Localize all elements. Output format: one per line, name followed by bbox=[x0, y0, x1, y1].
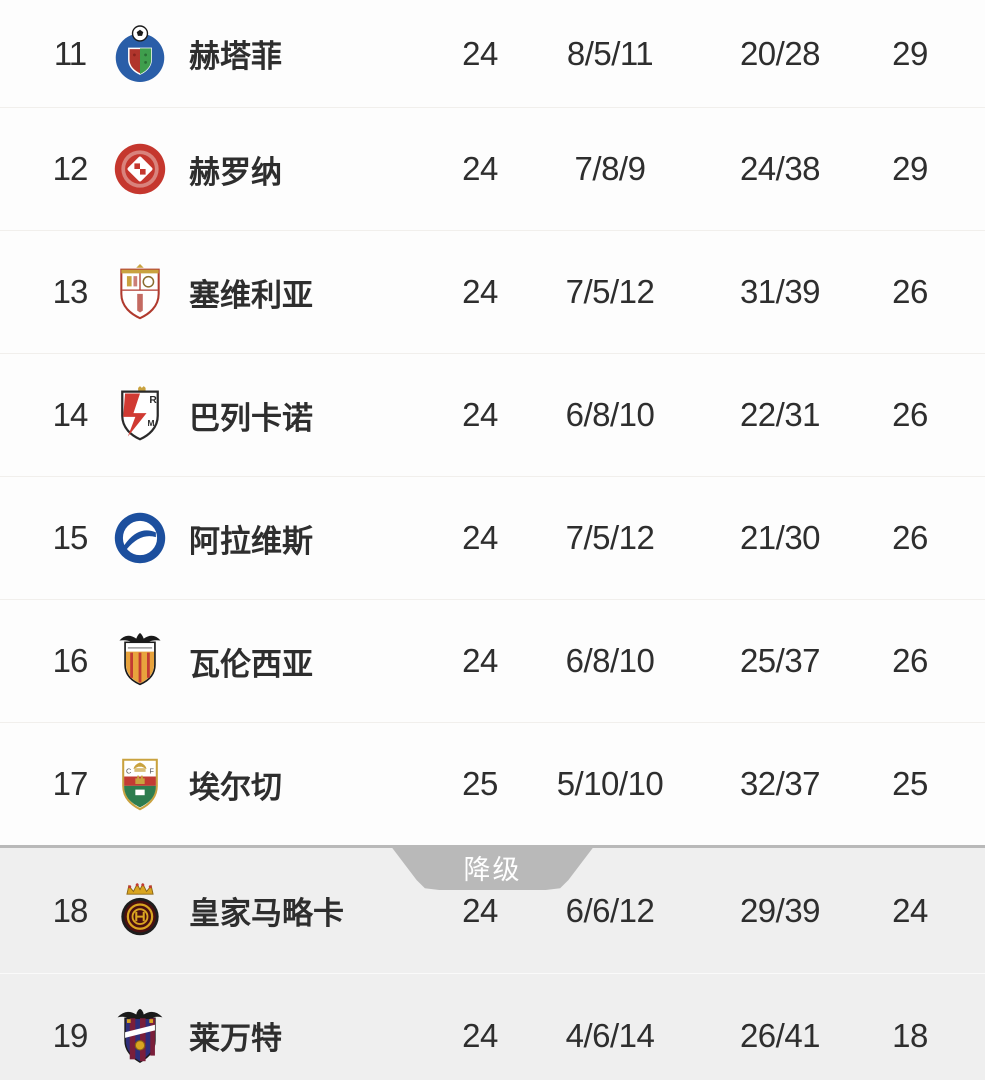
valencia-crest bbox=[112, 631, 168, 691]
position-cell: 11 bbox=[53, 34, 87, 72]
goals-cell: 32/37 bbox=[739, 765, 821, 802]
team-name: 赫罗纳 bbox=[189, 154, 282, 190]
played-cell: 24 bbox=[462, 34, 498, 72]
team-crest-cell bbox=[95, 1006, 185, 1066]
played-cell: 25 bbox=[462, 765, 498, 802]
team-crest-cell bbox=[95, 24, 185, 84]
team-name: 阿拉维斯 bbox=[189, 523, 313, 559]
table-row[interactable]: 12 赫罗纳 24 7/8/9 24/38 29 bbox=[0, 107, 985, 230]
team-crest-cell bbox=[95, 631, 185, 691]
sevilla-crest bbox=[112, 262, 168, 322]
points-cell: 29 bbox=[892, 150, 928, 187]
team-crest-cell bbox=[95, 139, 185, 199]
team-name: 赫塔菲 bbox=[189, 39, 282, 74]
girona-crest bbox=[112, 139, 168, 199]
wdl-cell: 8/5/11 bbox=[566, 34, 654, 72]
alaves-crest bbox=[112, 508, 168, 568]
goals-cell: 31/39 bbox=[739, 273, 821, 310]
team-name: 莱万特 bbox=[189, 1021, 282, 1056]
team-crest-cell bbox=[95, 262, 185, 322]
goals-cell: 20/28 bbox=[739, 34, 821, 72]
played-cell: 24 bbox=[462, 642, 498, 679]
points-cell: 26 bbox=[892, 642, 928, 679]
wdl-cell: 6/6/12 bbox=[565, 891, 655, 929]
played-cell: 24 bbox=[462, 396, 498, 433]
levante-crest bbox=[112, 1006, 168, 1066]
midtable-rows-section: 11 赫塔菲 24 8/5/11 20/28 29 12 赫罗纳 24 7/8/… bbox=[0, 0, 985, 845]
wdl-cell: 7/5/12 bbox=[565, 519, 655, 556]
points-cell: 24 bbox=[892, 891, 928, 929]
team-name: 皇家马略卡 bbox=[189, 896, 344, 931]
position-cell: 16 bbox=[52, 642, 89, 679]
team-crest-cell bbox=[95, 508, 185, 568]
played-cell: 24 bbox=[462, 150, 498, 187]
points-cell: 26 bbox=[892, 273, 928, 310]
goals-cell: 21/30 bbox=[739, 519, 821, 556]
points-cell: 25 bbox=[892, 765, 928, 802]
table-row[interactable]: 11 赫塔菲 24 8/5/11 20/28 29 bbox=[0, 0, 985, 107]
table-row[interactable]: 16 瓦伦西亚 24 6/8/10 25/37 26 bbox=[0, 599, 985, 722]
played-cell: 24 bbox=[462, 1016, 498, 1054]
points-cell: 29 bbox=[892, 34, 928, 72]
svg-text:M: M bbox=[147, 418, 154, 428]
points-cell: 18 bbox=[892, 1016, 928, 1054]
wdl-cell: 6/8/10 bbox=[565, 642, 655, 679]
team-name: 埃尔切 bbox=[189, 769, 282, 805]
position-cell: 18 bbox=[52, 891, 89, 929]
relegation-divider: 降级 bbox=[0, 845, 985, 890]
relegation-badge: 降级 bbox=[390, 845, 595, 890]
wdl-cell: 7/8/9 bbox=[574, 150, 646, 187]
svg-text:C: C bbox=[126, 767, 132, 776]
position-cell: 19 bbox=[52, 1016, 89, 1054]
team-name: 巴列卡诺 bbox=[189, 400, 313, 436]
team-name: 瓦伦西亚 bbox=[189, 646, 313, 682]
mallorca-crest bbox=[112, 881, 168, 941]
position-cell: 12 bbox=[52, 150, 89, 187]
played-cell: 24 bbox=[462, 891, 498, 929]
svg-text:F: F bbox=[149, 767, 154, 776]
points-cell: 26 bbox=[892, 396, 928, 433]
played-cell: 24 bbox=[462, 273, 498, 310]
position-cell: 14 bbox=[52, 396, 89, 433]
played-cell: 24 bbox=[462, 519, 498, 556]
points-cell: 26 bbox=[892, 519, 928, 556]
position-cell: 13 bbox=[52, 273, 89, 310]
wdl-cell: 6/8/10 bbox=[565, 396, 655, 433]
goals-cell: 22/31 bbox=[739, 396, 821, 433]
goals-cell: 25/37 bbox=[739, 642, 821, 679]
table-row[interactable]: 15 阿拉维斯 24 7/5/12 21/30 26 bbox=[0, 476, 985, 599]
getafe-crest bbox=[112, 24, 168, 84]
wdl-cell: 5/10/10 bbox=[556, 765, 664, 802]
svg-text:R: R bbox=[149, 395, 157, 406]
wdl-cell: 4/6/14 bbox=[565, 1016, 655, 1054]
goals-cell: 29/39 bbox=[739, 891, 821, 929]
table-row[interactable]: 13 塞维利亚 24 7/5/12 31/39 26 bbox=[0, 230, 985, 353]
position-cell: 17 bbox=[52, 765, 89, 802]
wdl-cell: 7/5/12 bbox=[565, 273, 655, 310]
goals-cell: 26/41 bbox=[739, 1016, 821, 1054]
table-row[interactable]: 18 皇家马略卡 24 6/6/12 29/39 24 bbox=[0, 848, 985, 973]
team-name: 塞维利亚 bbox=[189, 277, 313, 313]
goals-cell: 24/38 bbox=[739, 150, 821, 187]
team-crest-cell bbox=[95, 881, 185, 941]
table-row[interactable]: 19 莱万特 24 4/6/14 26/41 18 bbox=[0, 973, 985, 1080]
position-cell: 15 bbox=[52, 519, 89, 556]
